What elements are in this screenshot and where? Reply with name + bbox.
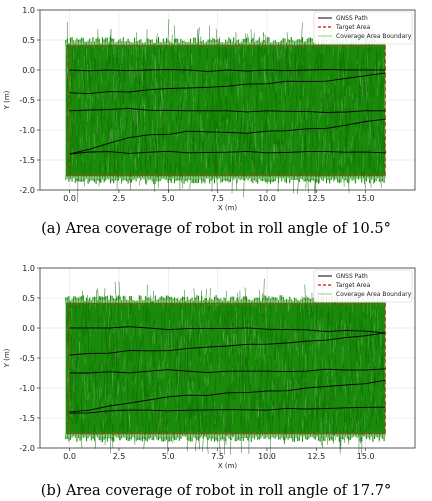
- gnss-path-line: [69, 406, 386, 414]
- x-tick-label: 0.0: [63, 452, 76, 461]
- x-tick-label: 5.0: [162, 452, 175, 461]
- legend-label: GNSS Path: [336, 273, 368, 280]
- y-tick-label: -2.0: [19, 444, 35, 453]
- x-tick-label: 10.0: [258, 452, 276, 461]
- y-tick-label: -0.5: [19, 354, 35, 363]
- legend-box: [313, 11, 413, 45]
- gnss-path-line: [69, 69, 386, 72]
- coverage-strokes: [65, 278, 387, 460]
- legend-label: Coverage Area Boundary: [336, 33, 412, 40]
- y-tick-label: -1.0: [19, 384, 35, 393]
- x-tick-label: 7.5: [211, 452, 224, 461]
- legend: GNSS Path Target Area Coverage Area Bounda…: [313, 269, 413, 303]
- gnss-path-line: [69, 368, 386, 374]
- coverage-texture: [65, 19, 387, 203]
- coverage-chart-b: 0.0 2.5 5.0 7.5 10.0 12.5 15.0 1.0 0.5 0.0 -0.5 -1.…: [3, 264, 416, 470]
- y-tick-label: -2.0: [19, 186, 35, 195]
- legend-box: [313, 269, 413, 303]
- y-axis-title: Y (m): [3, 348, 11, 368]
- gnss-paths: [69, 69, 386, 155]
- y-tick-label: -1.0: [19, 126, 35, 135]
- x-axis-title: X (m): [218, 462, 238, 470]
- coverage-highlights: [65, 25, 386, 178]
- coverage-strokes: [65, 19, 387, 203]
- y-tick-label: 0.5: [22, 294, 35, 303]
- legend-label: GNSS Path: [336, 15, 368, 22]
- y-tick-label: 1.0: [22, 6, 35, 15]
- chart-panel-a: 0.0 2.5 5.0 7.5 10.0 12.5 15.0 1.0 0.5 0.0 -0.5 -1.…: [0, 0, 432, 240]
- y-tick-label: 1.0: [22, 264, 35, 273]
- gnss-path-line: [69, 379, 386, 413]
- x-tick-label: 10.0: [258, 194, 276, 203]
- y-tick-label: -1.5: [19, 414, 35, 423]
- gnss-path-line: [69, 118, 386, 155]
- coverage-texture: [65, 278, 387, 460]
- gnss-path-line: [69, 326, 386, 334]
- x-tick-label: 15.0: [357, 452, 375, 461]
- x-tick-label: 12.5: [307, 194, 325, 203]
- figure-caption-a: (a) Area coverage of robot in roll angle…: [41, 221, 391, 237]
- x-tick-label: 15.0: [357, 194, 375, 203]
- gnss-path-line: [69, 150, 386, 155]
- coverage-chart-a: 0.0 2.5 5.0 7.5 10.0 12.5 15.0 1.0 0.5 0.0 -0.5 -1.…: [3, 6, 416, 212]
- legend-label: Coverage Area Boundary: [336, 291, 412, 298]
- y-axis-title: Y (m): [3, 90, 11, 110]
- legend: GNSS Path Target Area Coverage Area Bounda…: [313, 11, 413, 45]
- axis-ticks: 0.0 2.5 5.0 7.5 10.0 12.5 15.0 1.0 0.5 0.0 -0.5 -1.…: [19, 6, 374, 203]
- gnss-path-line: [69, 332, 386, 356]
- figure-caption-b: (b) Area coverage of robot in roll angle…: [40, 483, 392, 499]
- x-tick-label: 5.0: [162, 194, 175, 203]
- axis-ticks: 0.0 2.5 5.0 7.5 10.0 12.5 15.0 1.0 0.5 0.0 -0.5 -1.…: [19, 264, 374, 461]
- x-tick-label: 2.5: [113, 452, 126, 461]
- legend-label: Target Area: [335, 282, 371, 289]
- x-tick-label: 12.5: [307, 452, 325, 461]
- x-tick-label: 0.0: [63, 194, 76, 203]
- y-tick-label: -0.5: [19, 96, 35, 105]
- x-tick-label: 2.5: [113, 194, 126, 203]
- chart-panel-b: 0.0 2.5 5.0 7.5 10.0 12.5 15.0 1.0 0.5 0.0 -0.5 -1.…: [0, 258, 432, 498]
- x-tick-label: 7.5: [211, 194, 224, 203]
- target-area: [69, 303, 386, 434]
- y-tick-label: 0.0: [22, 324, 35, 333]
- gnss-path-line: [69, 72, 386, 95]
- gnss-path-line: [69, 107, 386, 113]
- x-axis-title: X (m): [218, 204, 238, 212]
- gnss-paths: [69, 326, 386, 414]
- y-tick-label: -1.5: [19, 156, 35, 165]
- y-tick-label: 0.0: [22, 66, 35, 75]
- y-tick-label: 0.5: [22, 36, 35, 45]
- coverage-highlights: [66, 285, 386, 436]
- legend-label: Target Area: [335, 24, 371, 31]
